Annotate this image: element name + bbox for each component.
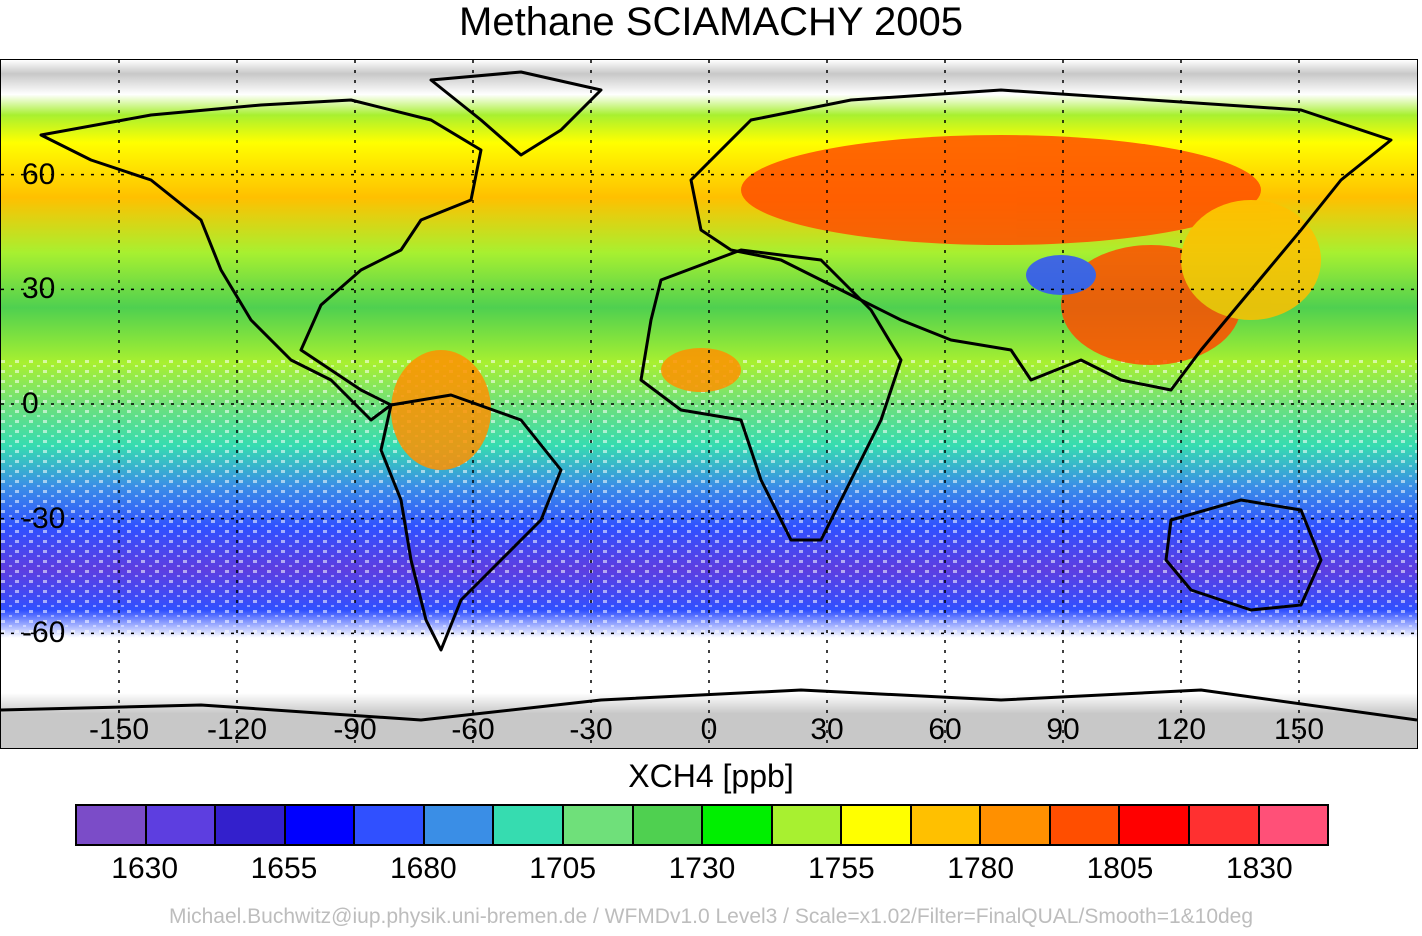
africa-outline xyxy=(639,248,903,542)
colorbar-tick-label: 1805 xyxy=(1086,852,1154,885)
colorbar-tick-label: 1655 xyxy=(250,852,318,885)
colorbar-tick-label: 1705 xyxy=(529,852,597,885)
colorbar-swatch xyxy=(1050,806,1121,844)
lon-tick-label: 30 xyxy=(810,713,844,746)
lat-tick-label: -60 xyxy=(22,616,66,650)
chart-title: Methane SCIAMACHY 2005 xyxy=(459,0,963,44)
colorbar-swatch xyxy=(842,806,912,844)
lon-tick-label: -90 xyxy=(333,713,377,746)
lon-tick-label: 150 xyxy=(1273,713,1325,746)
lon-tick-label: 60 xyxy=(928,713,962,746)
colorbar-tick-label: 1780 xyxy=(947,852,1015,885)
colorbar-swatch xyxy=(981,806,1051,844)
lon-tick-label: 0 xyxy=(700,713,718,746)
colorbar-title: XCH4 [ppb] xyxy=(628,758,794,794)
colorbar-swatch xyxy=(772,806,843,844)
colorbar-swatch xyxy=(1190,806,1260,844)
colorbar-swatch xyxy=(633,806,704,844)
colorbar-tick-label: 1680 xyxy=(389,852,457,885)
colorbar xyxy=(75,804,1329,846)
lat-tick-label: 60 xyxy=(22,157,56,191)
australia-outline xyxy=(1164,498,1323,612)
colorbar-swatch xyxy=(355,806,425,844)
colorbar-tick-label: 1755 xyxy=(807,852,875,885)
colorbar-tick-label: 1830 xyxy=(1225,852,1293,885)
lat-tick-label: 30 xyxy=(22,272,56,306)
methane-map xyxy=(0,59,1418,749)
colorbar-swatch xyxy=(703,806,773,844)
lon-tick-label: -30 xyxy=(569,713,613,746)
lat-tick-label: 0 xyxy=(22,387,39,420)
colorbar-tick-label: 1630 xyxy=(111,852,179,885)
greenland-outline xyxy=(429,70,603,157)
colorbar-swatch xyxy=(1259,806,1328,844)
colorbar-swatch xyxy=(563,806,634,844)
lat-tick-label: -30 xyxy=(22,501,66,535)
lon-tick-label: 120 xyxy=(1155,713,1207,746)
lon-tick-label: -60 xyxy=(451,713,495,746)
colorbar-swatch xyxy=(216,806,286,844)
lon-tick-label: -120 xyxy=(206,713,268,746)
graticule xyxy=(1,60,1417,748)
emission-hotspots xyxy=(391,135,1321,470)
colorbar-swatch xyxy=(424,806,495,844)
colorbar-swatch xyxy=(494,806,564,844)
colorbar-swatch xyxy=(146,806,217,844)
south-america-outline xyxy=(379,393,563,652)
colorbar-tick-label: 1730 xyxy=(668,852,736,885)
map-canvas xyxy=(1,60,1417,748)
antarctica-outline xyxy=(1,688,1417,722)
footer-credit: Michael.Buchwitz@iup.physik.uni-bremen.d… xyxy=(168,905,1254,928)
colorbar-swatch xyxy=(77,806,147,844)
eurasia-outline xyxy=(689,88,1393,392)
colorbar-swatch xyxy=(1120,806,1190,844)
lon-tick-label: 90 xyxy=(1046,713,1080,746)
colorbar-swatch xyxy=(285,806,356,844)
continent-outlines xyxy=(1,70,1417,722)
lon-tick-label: -150 xyxy=(88,713,150,746)
north-america-outline xyxy=(39,98,483,422)
colorbar-swatch xyxy=(911,806,982,844)
